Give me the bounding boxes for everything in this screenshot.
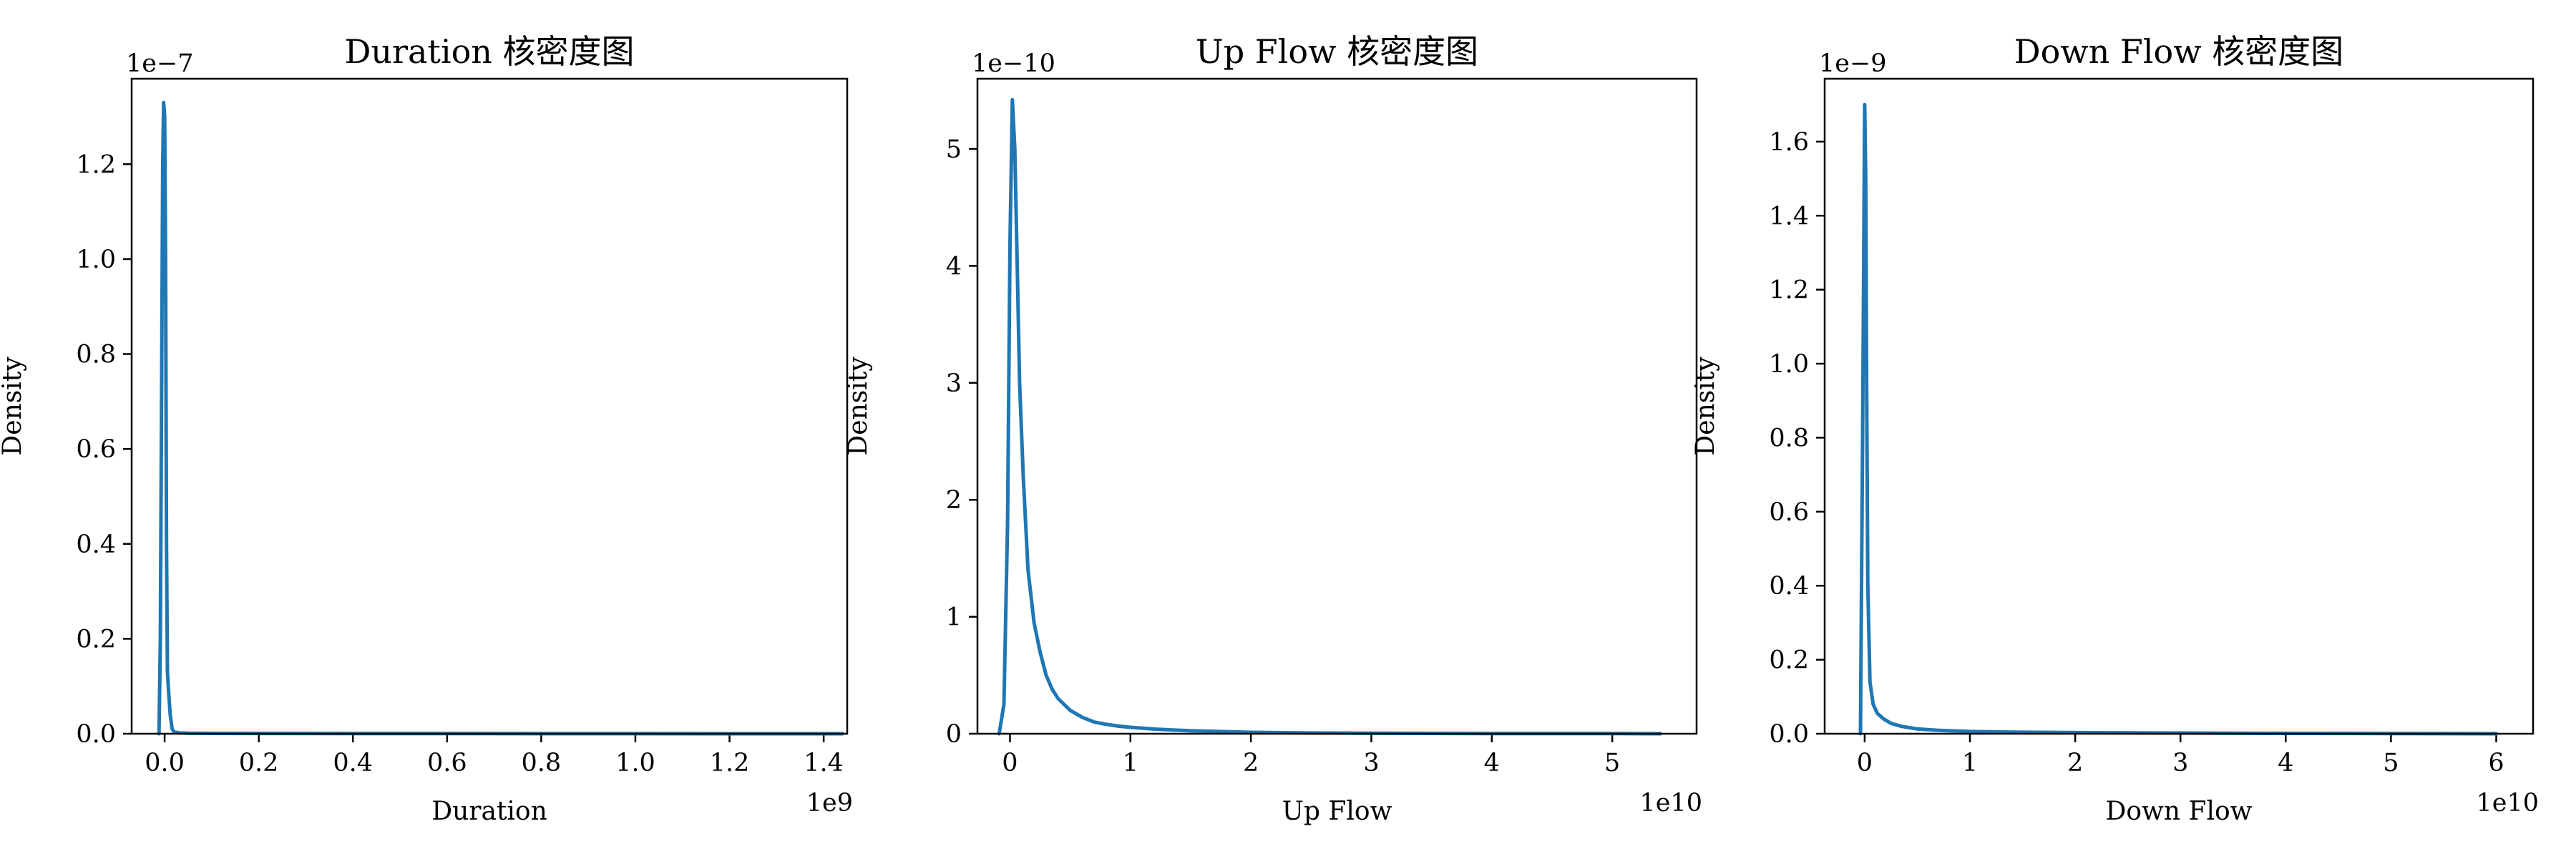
x-tick-label: 5 xyxy=(2383,749,2399,777)
y-tick-label: 0.6 xyxy=(1769,498,1809,527)
x-offset-label: 1e10 xyxy=(2476,789,2539,817)
x-tick-label: 3 xyxy=(1363,749,1379,777)
x-axis-label: Duration xyxy=(431,797,547,826)
y-tick-label: 0.4 xyxy=(76,530,116,559)
y-tick-label: 3 xyxy=(946,369,962,398)
density-curve xyxy=(997,97,1662,736)
x-tick-label: 0 xyxy=(1002,749,1018,777)
axis-ticks: 0.0 0.2 0.4 0.6 0.8 1.0 1.2 1.4 0.0 0.2 0.4 0.6 0.8 1… xyxy=(76,150,844,777)
y-tick-label: 1.6 xyxy=(1769,128,1809,157)
y-tick-label: 0.8 xyxy=(76,341,116,369)
y-tick-label: 0.4 xyxy=(1769,572,1809,601)
x-tick-label: 4 xyxy=(1484,749,1500,777)
y-tick-label: 1.0 xyxy=(76,246,116,274)
y-tick-label: 1.4 xyxy=(1769,202,1809,230)
x-tick-label: 1 xyxy=(1123,749,1138,777)
x-axis-label: Up Flow xyxy=(1282,797,1392,826)
x-tick-label: 0.2 xyxy=(239,749,279,777)
y-tick-label: 4 xyxy=(946,252,962,281)
y-tick-label: 1.2 xyxy=(1769,276,1809,305)
y-tick-label: 1.0 xyxy=(1769,350,1809,379)
x-offset-label: 1e10 xyxy=(1639,789,1702,817)
y-offset-label: 1e−9 xyxy=(1819,49,1887,78)
down-flow-kde-panel: Down Flow 核密度图 Down Flow Density 1e10 1e… xyxy=(1691,32,2539,826)
x-axis-label: Down Flow xyxy=(2106,797,2253,826)
y-tick-label: 1.2 xyxy=(76,150,116,179)
axis-ticks: 0 1 2 3 4 5 6 0.0 0.2 0.4 0.6 0.8 1.0 1.2 1.4 1.6 xyxy=(1769,128,2504,777)
x-offset-label: 1e9 xyxy=(806,789,853,817)
x-tick-label: 0.0 xyxy=(145,749,185,777)
up-flow-kde-panel: Up Flow 核密度图 Up Flow Density 1e10 1e−10 … xyxy=(844,32,1702,826)
y-tick-label: 0.8 xyxy=(1769,424,1809,452)
x-tick-label: 4 xyxy=(2278,749,2293,777)
duration-kde-panel: Duration 核密度图 Duration Density 1e9 1e−7 … xyxy=(0,32,853,826)
x-tick-label: 1.2 xyxy=(710,749,750,777)
y-tick-label: 0.2 xyxy=(1769,646,1809,675)
y-tick-label: 2 xyxy=(946,486,962,515)
x-tick-label: 1.0 xyxy=(615,749,655,777)
x-tick-label: 3 xyxy=(2172,749,2188,777)
y-axis-label: Density xyxy=(0,356,27,456)
y-tick-label: 0.6 xyxy=(76,435,116,464)
y-tick-label: 0.0 xyxy=(1769,720,1809,749)
y-offset-label: 1e−10 xyxy=(972,49,1055,78)
y-tick-label: 0.0 xyxy=(76,720,116,749)
y-tick-label: 5 xyxy=(946,135,962,164)
y-tick-label: 0.2 xyxy=(76,625,116,654)
y-tick-label: 1 xyxy=(946,603,962,632)
x-tick-label: 0.8 xyxy=(522,749,562,777)
y-offset-label: 1e−7 xyxy=(126,49,194,78)
x-tick-label: 6 xyxy=(2488,749,2504,777)
y-axis-label: Density xyxy=(1691,356,1720,456)
x-tick-label: 1 xyxy=(1962,749,1978,777)
x-tick-label: 2 xyxy=(2067,749,2083,777)
x-tick-label: 2 xyxy=(1243,749,1259,777)
x-tick-label: 0 xyxy=(1857,749,1873,777)
chart-title: Up Flow 核密度图 xyxy=(1196,32,1478,71)
axis-ticks: 0 1 2 3 4 5 0 1 2 3 4 5 xyxy=(946,135,1621,777)
x-tick-label: 1.4 xyxy=(804,749,844,777)
chart-title: Duration 核密度图 xyxy=(344,32,634,71)
chart-title: Down Flow 核密度图 xyxy=(2014,32,2344,71)
axes-frame xyxy=(1823,77,2534,735)
x-tick-label: 0.4 xyxy=(333,749,373,777)
x-tick-label: 5 xyxy=(1604,749,1620,777)
x-tick-label: 0.6 xyxy=(427,749,467,777)
axes-frame xyxy=(976,77,1698,735)
y-tick-label: 0 xyxy=(946,720,962,749)
y-axis-label: Density xyxy=(844,356,873,456)
axes-frame xyxy=(130,77,849,735)
